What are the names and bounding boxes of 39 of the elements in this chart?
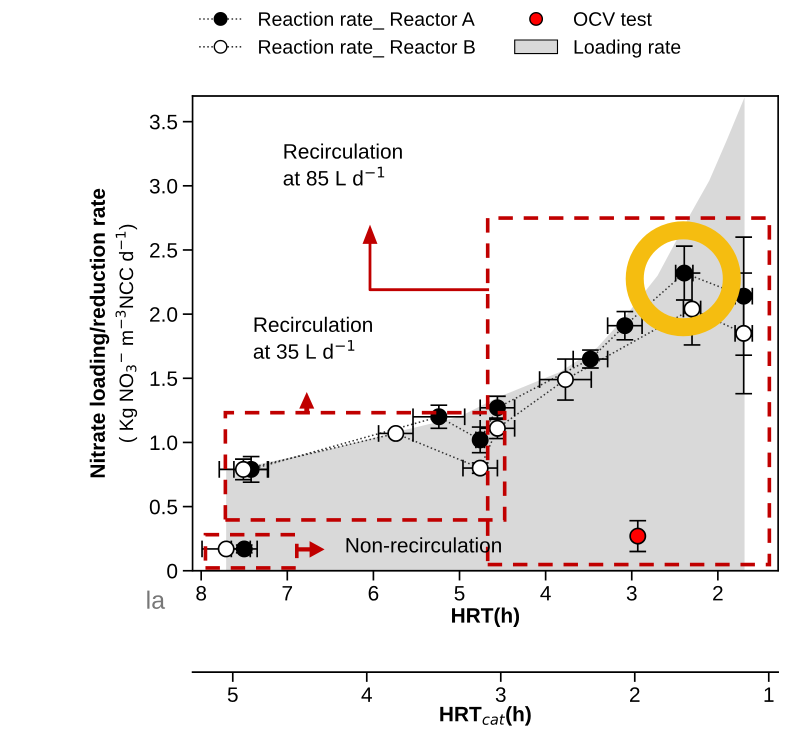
legend-label: Loading rate bbox=[574, 40, 680, 58]
x-tick-label: 4 bbox=[540, 586, 551, 600]
y-tick-label: 0 bbox=[167, 564, 178, 579]
text: la bbox=[147, 590, 166, 609]
x2-tick-label: 2 bbox=[630, 687, 640, 702]
x2-tick-label: 1 bbox=[764, 687, 774, 702]
legend-label: Reaction rate_ Reactor B bbox=[259, 40, 475, 58]
x-tick-label: 3 bbox=[626, 586, 637, 601]
legend-label: Reaction rate_ Reactor A bbox=[259, 12, 475, 30]
x2-tick-label: 5 bbox=[228, 687, 238, 702]
x-tick-label: 7 bbox=[282, 586, 292, 600]
x-axis-title: HRT(h) bbox=[452, 608, 520, 627]
y-tick-label: 3.0 bbox=[150, 178, 178, 194]
point bbox=[616, 317, 634, 334]
y-tick-label: 2.5 bbox=[150, 242, 178, 258]
point bbox=[387, 424, 404, 442]
text: Nitrate loading/reduction rate ( Kg NO$_{3}$$^{−}$ m$^{−3}$NCC d$^{−1}$) bbox=[90, 188, 138, 478]
x2-axis-title: HRT$_{cat}$(h) bbox=[440, 706, 531, 726]
point bbox=[556, 371, 574, 388]
x-tick-label: 8 bbox=[196, 586, 206, 601]
y-tick-label: 0.5 bbox=[150, 500, 178, 514]
legend-label: OCV test bbox=[574, 12, 652, 26]
x2-tick-label: 4 bbox=[361, 687, 372, 702]
point bbox=[430, 408, 448, 426]
point bbox=[236, 540, 253, 558]
x-tick-label: 2 bbox=[713, 586, 723, 600]
annotation: Recirculation at 85 L d$^{−1}$ bbox=[284, 143, 402, 186]
point bbox=[629, 528, 646, 545]
y-tick-label: 3.5 bbox=[150, 114, 178, 130]
annotation: Recirculation at 35 L d$^{−1}$ bbox=[254, 316, 372, 359]
annotation: Non-recirculation bbox=[346, 537, 501, 553]
point bbox=[472, 431, 489, 448]
x-tick-label: 6 bbox=[368, 586, 378, 601]
y-tick-label: 2.0 bbox=[150, 307, 178, 322]
x-tick-label: 5 bbox=[454, 586, 464, 601]
y-tick-label: 1.0 bbox=[150, 435, 178, 450]
point bbox=[218, 540, 235, 558]
x2-tick-label: 3 bbox=[496, 687, 506, 702]
y-tick-label: 1.5 bbox=[150, 372, 178, 386]
